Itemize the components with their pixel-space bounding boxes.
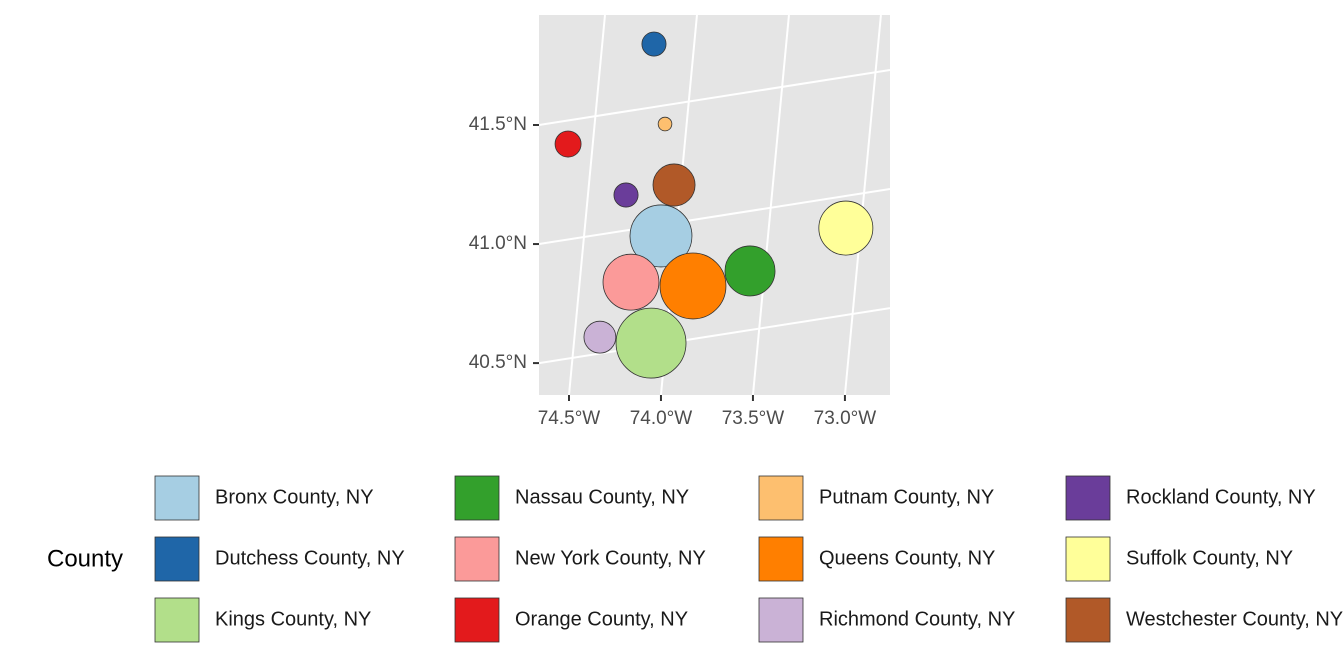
grid (539, 15, 890, 395)
legend-title: County (47, 545, 123, 572)
bubble (818, 200, 874, 256)
grid-line (843, 15, 882, 395)
x-tick-label: 74.5°W (538, 408, 601, 429)
bubbles (554, 31, 874, 379)
legend-key (1065, 475, 1111, 521)
legend-label: Orange County, NY (515, 608, 688, 630)
legend-key (1065, 597, 1111, 643)
bubble (554, 130, 582, 158)
grid-line (539, 69, 890, 126)
x-tick-label: 73.0°W (814, 408, 877, 429)
bubble (724, 245, 776, 297)
legend-key (1065, 536, 1111, 582)
bubble (659, 252, 727, 320)
bubble (657, 116, 673, 132)
legend-key (454, 597, 500, 643)
legend-key (154, 536, 200, 582)
legend-label: Kings County, NY (215, 608, 371, 630)
legend-label: Suffolk County, NY (1126, 547, 1293, 569)
grid-line (567, 15, 606, 395)
legend-label: Bronx County, NY (215, 486, 374, 508)
legend-label: Nassau County, NY (515, 486, 689, 508)
legend-key (454, 475, 500, 521)
bubble (583, 320, 617, 354)
grid-line (539, 188, 890, 246)
grid-line (751, 15, 790, 395)
bubble (602, 253, 660, 311)
bubble (652, 163, 696, 207)
bubble (641, 31, 667, 57)
legend-key (454, 536, 500, 582)
y-tick-label: 41.0°N (469, 233, 527, 254)
bubble (615, 307, 687, 379)
legend-label: Queens County, NY (819, 547, 995, 569)
legend-label: Putnam County, NY (819, 486, 994, 508)
legend-key (154, 475, 200, 521)
legend-key (758, 475, 804, 521)
legend-label: Dutchess County, NY (215, 547, 405, 569)
legend-key (758, 536, 804, 582)
bubble (613, 182, 639, 208)
x-tick-label: 73.5°W (722, 408, 785, 429)
legend-label: Westchester County, NY (1126, 608, 1343, 630)
legend-label: Rockland County, NY (1126, 486, 1316, 508)
bubble (629, 204, 693, 268)
y-tick-label: 41.5°N (469, 114, 527, 135)
y-tick-label: 40.5°N (469, 352, 527, 373)
legend-label: Richmond County, NY (819, 608, 1015, 630)
legend-key (154, 597, 200, 643)
legend-key (758, 597, 804, 643)
grid-line (539, 307, 890, 365)
x-tick-label: 74.0°W (630, 408, 693, 429)
legend-label: New York County, NY (515, 547, 706, 569)
